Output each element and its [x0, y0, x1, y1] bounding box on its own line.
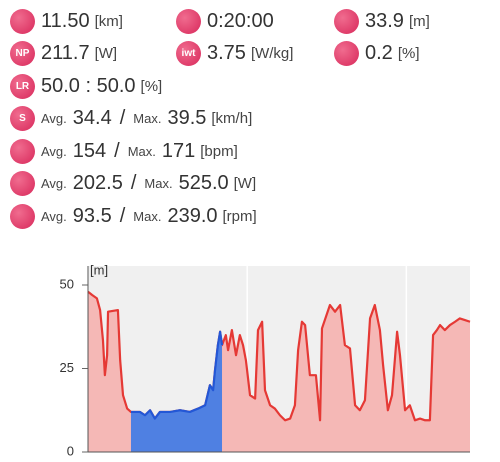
avg-item: Avg. 154 / Max. 171 [bpm]: [10, 136, 238, 166]
stat-icon: NP: [10, 41, 35, 66]
max-label: Max.: [133, 111, 162, 126]
stat-unit: [W]: [94, 45, 118, 62]
stat-icon: [176, 8, 201, 34]
y-axis-label: [m]: [90, 262, 108, 277]
stat-item: 11.50 [km]: [10, 6, 123, 36]
avg-value: 93.5: [72, 204, 112, 227]
separator: /: [119, 107, 126, 129]
avg-unit: [bpm]: [200, 142, 238, 160]
separator: /: [119, 204, 126, 227]
stat-value: 33.9: [365, 9, 404, 32]
avg-label: Avg.: [41, 111, 67, 126]
y-tick-label: 25: [60, 360, 74, 375]
y-tick-label: 50: [60, 276, 74, 291]
avg-unit: [W]: [233, 175, 257, 192]
stat-icon: iwt: [176, 41, 201, 66]
separator: /: [114, 139, 120, 162]
stat-value: 3.75: [207, 42, 246, 64]
avg-unit: [km/h]: [211, 110, 253, 127]
stat-row: LR 50.0 : 50.0 [%]: [0, 71, 500, 101]
avg-value: 34.4: [72, 107, 112, 129]
avg-row: Avg. 93.5 / Max. 239.0 [rpm]: [0, 201, 500, 231]
avg-icon: [10, 171, 35, 196]
stat-item: 0:20:00: [176, 6, 274, 36]
stat-icon: [334, 8, 359, 34]
separator: /: [130, 172, 137, 194]
stat-unit: [m]: [408, 12, 430, 30]
avg-row: Avg. 154 / Max. 171 [bpm]: [0, 136, 500, 166]
stat-value: 0.2: [365, 42, 393, 64]
avg-value: 154: [72, 139, 107, 162]
avg-row: Avg. 202.5 / Max. 525.0 [W]: [0, 169, 500, 199]
y-tick-label: 0: [67, 443, 74, 458]
avg-value: 202.5: [72, 172, 123, 194]
avg-row: S Avg. 34.4 / Max. 39.5 [km/h]: [0, 104, 500, 134]
stat-row: NP 211.7 [W] iwt 3.75 [W/kg] 0.2 [%]: [0, 39, 500, 69]
max-value: 39.5: [167, 107, 207, 129]
avg-label: Avg.: [41, 208, 67, 224]
avg-label: Avg.: [41, 143, 67, 159]
line: [130, 330, 224, 420]
stat-value: 0:20:00: [207, 9, 274, 32]
max-label: Max.: [133, 208, 162, 224]
avg-icon: [10, 138, 35, 164]
stat-value: 211.7: [41, 42, 90, 64]
stat-item: LR 50.0 : 50.0 [%]: [10, 71, 162, 101]
stat-unit: [%]: [397, 45, 420, 62]
stat-unit: [km]: [94, 12, 123, 30]
avg-icon: [10, 203, 35, 229]
max-value: 171: [161, 139, 196, 162]
stat-value: 11.50: [41, 9, 90, 32]
avg-unit: [rpm]: [222, 207, 257, 225]
max-label: Max.: [127, 143, 156, 159]
avg-icon: S: [10, 106, 35, 131]
avg-item: Avg. 202.5 / Max. 525.0 [W]: [10, 169, 256, 199]
avg-item: Avg. 93.5 / Max. 239.0 [rpm]: [10, 201, 257, 231]
stat-row: 11.50 [km] 0:20:00 33.9 [m]: [0, 6, 500, 36]
stat-icon: [334, 41, 359, 66]
avg-label: Avg.: [41, 176, 67, 191]
stat-icon: [10, 8, 35, 34]
stat-icon: LR: [10, 73, 35, 99]
stat-item: iwt 3.75 [W/kg]: [176, 39, 293, 69]
stat-item: NP 211.7 [W]: [10, 39, 117, 69]
stat-item: 0.2 [%]: [334, 39, 420, 69]
stat-unit: [%]: [140, 77, 163, 95]
max-label: Max.: [144, 176, 173, 191]
stat-value: 50.0 : 50.0: [41, 74, 136, 97]
stat-unit: [W/kg]: [250, 45, 294, 62]
avg-item: S Avg. 34.4 / Max. 39.5 [km/h]: [10, 104, 252, 134]
max-value: 239.0: [167, 204, 218, 227]
area-fill: [130, 331, 223, 452]
max-value: 525.0: [178, 172, 229, 194]
stat-item: 33.9 [m]: [334, 6, 430, 36]
